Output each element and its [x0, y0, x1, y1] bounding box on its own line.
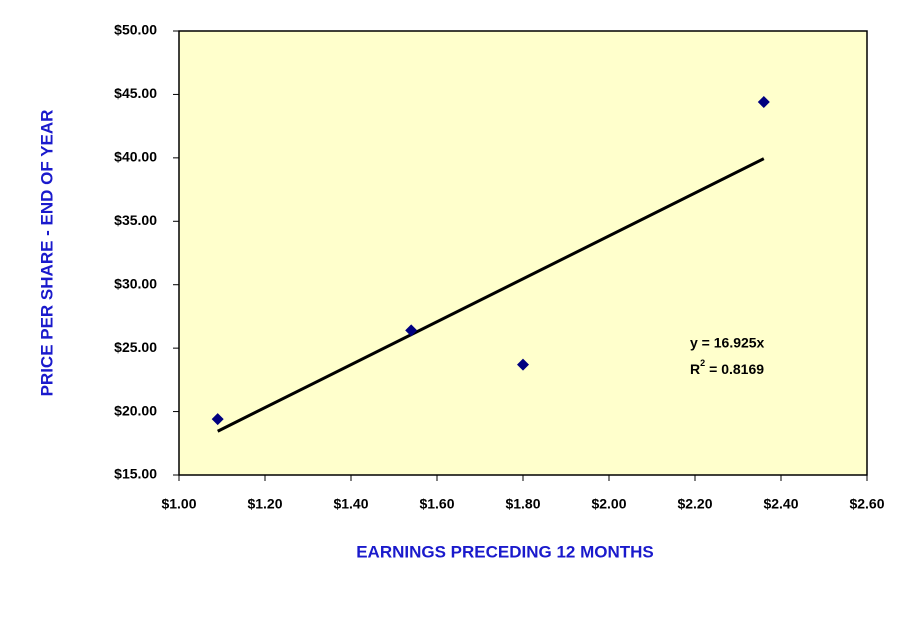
- x-tick-label: $2.60: [849, 496, 884, 512]
- y-axis-title: PRICE PER SHARE - END OF YEAR: [37, 110, 56, 397]
- y-tick-label: $20.00: [114, 402, 157, 418]
- x-tick-label: $1.20: [247, 496, 282, 512]
- data-point: [517, 358, 529, 371]
- y-tick-label: $50.00: [114, 22, 157, 38]
- x-tick-label: $1.00: [161, 496, 196, 512]
- plot-area: [178, 30, 868, 476]
- trend-equation: y = 16.925x: [690, 335, 765, 351]
- data-point: [757, 96, 770, 109]
- r2-rest: = 0.8169: [709, 361, 764, 377]
- x-tick-label: $2.40: [763, 496, 798, 512]
- r2-sup: 2: [700, 358, 705, 368]
- data-point: [405, 324, 418, 337]
- y-tick-label: $45.00: [114, 85, 157, 101]
- y-tick-label: $35.00: [114, 212, 157, 228]
- r-squared: R2 = 0.8169: [690, 358, 764, 376]
- x-tick-label: $2.00: [591, 496, 626, 512]
- x-tick-label: $1.40: [333, 496, 368, 512]
- data-point: [211, 413, 224, 426]
- trendline: [217, 157, 765, 433]
- y-tick-label: $15.00: [114, 466, 157, 482]
- r2-base: R: [690, 361, 700, 377]
- y-tick-label: $25.00: [114, 339, 157, 355]
- x-tick-label: $2.20: [677, 496, 712, 512]
- x-tick-label: $1.80: [505, 496, 540, 512]
- y-tick-label: $30.00: [114, 275, 157, 291]
- x-tick-label: $1.60: [419, 496, 454, 512]
- x-axis-title: EARNINGS PRECEDING 12 MONTHS: [356, 542, 654, 561]
- y-tick-label: $40.00: [114, 149, 157, 165]
